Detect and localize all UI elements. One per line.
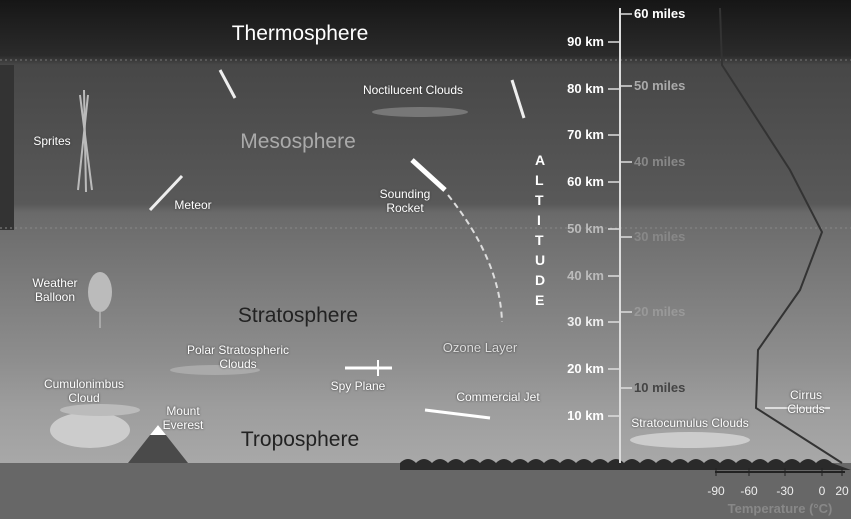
temperature-tick: -30 bbox=[776, 484, 793, 498]
object-label: Mount Everest bbox=[158, 404, 208, 432]
object-label: Noctilucent Clouds bbox=[363, 83, 463, 97]
miles-label: 30 miles bbox=[634, 230, 685, 244]
object-label: Cirrus Clouds bbox=[784, 388, 829, 416]
side-band bbox=[0, 65, 14, 230]
object-label: Weather Balloon bbox=[25, 276, 85, 304]
temperature-title: Temperature (°C) bbox=[728, 502, 833, 516]
background bbox=[0, 0, 851, 519]
km-label: 30 km bbox=[544, 315, 604, 329]
object-label: Sounding Rocket bbox=[370, 187, 440, 215]
temperature-tick: -90 bbox=[707, 484, 724, 498]
cumulonimbus bbox=[50, 412, 130, 448]
object-label: Ozone Layer bbox=[443, 341, 517, 355]
km-label: 70 km bbox=[544, 128, 604, 142]
miles-label: 40 miles bbox=[634, 155, 685, 169]
balloon bbox=[88, 272, 112, 312]
object-label: Polar Stratospheric Clouds bbox=[168, 343, 308, 371]
miles-label: 20 miles bbox=[634, 305, 685, 319]
km-label: 60 km bbox=[544, 175, 604, 189]
temperature-tick: 0 bbox=[819, 484, 826, 498]
object-label: Stratocumulus Clouds bbox=[631, 416, 748, 430]
temperature-tick: 20 bbox=[835, 484, 848, 498]
miles-label: 10 miles bbox=[634, 381, 685, 395]
layer-label: Mesosphere bbox=[240, 130, 356, 154]
atmosphere-diagram: Thermosphere Mesosphere Stratosphere Tro… bbox=[0, 0, 851, 519]
km-label: 80 km bbox=[544, 82, 604, 96]
cumulonimbus-top bbox=[60, 404, 140, 416]
layer-label: Stratosphere bbox=[238, 304, 358, 328]
km-label: 50 km bbox=[544, 222, 604, 236]
stratocumulus bbox=[630, 432, 750, 448]
layer-label: Troposphere bbox=[241, 428, 359, 452]
object-label: Commercial Jet bbox=[456, 390, 539, 404]
miles-label: 50 miles bbox=[634, 79, 685, 93]
temperature-tick: -60 bbox=[740, 484, 757, 498]
km-label: 20 km bbox=[544, 362, 604, 376]
miles-label: 60 miles bbox=[634, 7, 685, 21]
altitude-title: ALTITUDE bbox=[535, 150, 543, 310]
object-label: Meteor bbox=[174, 198, 211, 212]
object-label: Cumulonimbus Cloud bbox=[29, 377, 139, 405]
noctilucent-cloud bbox=[372, 107, 468, 117]
object-label: Sprites bbox=[33, 134, 70, 148]
layer-label: Thermosphere bbox=[232, 22, 369, 46]
object-label: Spy Plane bbox=[331, 379, 386, 393]
km-label: 10 km bbox=[544, 409, 604, 423]
km-label: 90 km bbox=[544, 35, 604, 49]
km-label: 40 km bbox=[544, 269, 604, 283]
